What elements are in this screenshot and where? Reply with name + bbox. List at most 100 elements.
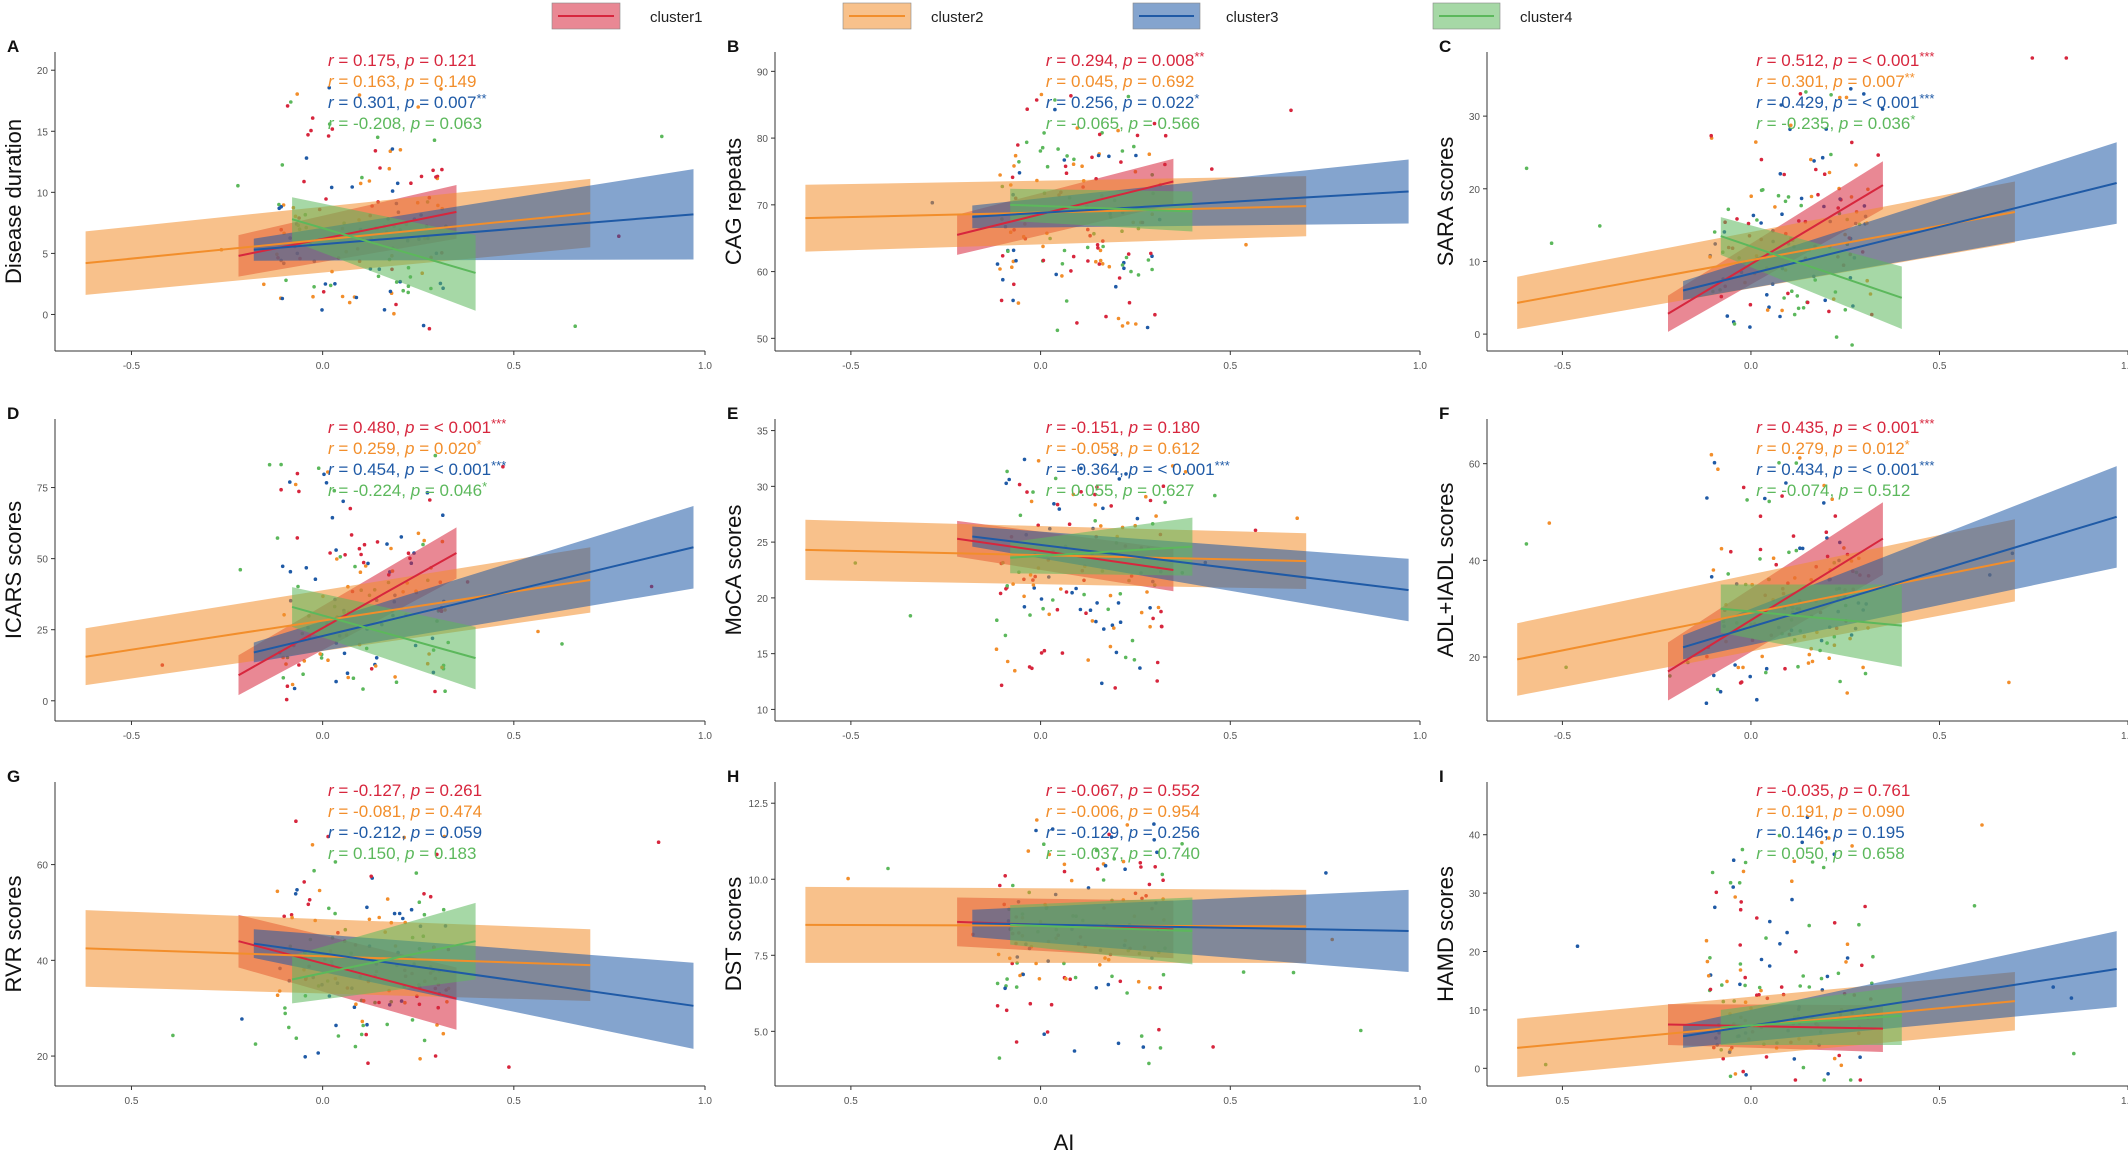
stat-text: r [1046,823,1053,842]
y-tick-label: 30 [757,482,769,493]
scatter-point [318,652,323,656]
p-value: < 0.001 [1862,418,1919,437]
scatter-point [309,128,313,133]
scatter-point [401,916,405,921]
x-tick-label: 1.0 [698,1096,712,1107]
scatter-point [1042,1032,1046,1036]
fit-line-cluster4 [1010,203,1193,213]
y-tick-label: 0 [42,697,48,708]
stat-text: = [1052,802,1071,821]
r-value: -0.006 [1071,802,1119,821]
scatter-point [1042,842,1046,846]
scatter-point [1786,291,1790,296]
y-axis-label: HAMD scores [1433,866,1458,1002]
scatter-point [1079,490,1083,494]
scatter-point [1819,976,1824,981]
scatter-point [1147,152,1152,156]
p-value: 0.022 [1152,93,1195,112]
scatter-point [306,902,311,907]
scatter-point [1801,974,1805,978]
scatter-point [1112,857,1116,861]
scatter-point [418,1057,422,1061]
scatter-point [1714,890,1719,895]
fit-line-cluster4 [1720,1014,1902,1029]
scatter-point [1738,962,1743,966]
stat-text: = [1052,72,1071,91]
scatter-point [1093,492,1097,497]
scatter-point [1785,930,1789,935]
scatter-point [416,105,421,109]
panel-D: D ICARS scores -0.5 0.0 0.5 1.0 0 25 50 75 r = 0.4… [1,404,712,742]
r-value: 0.146 [1781,823,1824,842]
stat-text: = [415,844,434,863]
scatter-point [1524,542,1529,546]
y-tick-label: 30 [1469,112,1481,123]
y-tick-label: 40 [1469,831,1481,842]
fit-line-cluster4 [1010,545,1193,559]
stat-annotation-cluster3: r = 0.301, p = 0.007** [328,91,487,112]
scatter-point [1069,269,1073,273]
scatter-point [1749,194,1753,198]
scatter-point [310,116,315,120]
stat-text: r [1046,418,1053,437]
scatter-point [1100,262,1105,266]
scatter-point [354,1002,358,1006]
scatter-point [1713,905,1717,910]
scatter-point [1849,87,1853,91]
scatter-point [1708,987,1713,992]
scatter-point [295,536,300,540]
scatter-point [433,1054,438,1058]
scatter-point [341,499,346,504]
stat-text: = [334,844,353,863]
scatter-point [346,675,351,680]
scatter-point [1147,1061,1151,1066]
scatter-point [1063,164,1068,169]
scatter-point [378,166,382,170]
fit-line-cluster3 [972,190,1409,218]
y-tick-label: 10 [1469,1006,1481,1017]
scatter-point [1790,897,1794,902]
scatter-point [1777,833,1782,838]
scatter-point [432,138,437,142]
scatter-point [295,888,299,892]
scatter-point [1120,263,1125,267]
scatter-point [1018,973,1022,978]
stat-annotation-cluster1: r = -0.035, p = 0.761 [1756,781,1910,800]
scatter-point [1004,1008,1009,1013]
scatter-point [373,149,378,153]
p-value: 0.183 [434,844,477,863]
scatter-point [1972,904,1977,908]
x-tick-label: 0.5 [125,1096,139,1107]
scatter-point [1123,867,1127,871]
scatter-point [1064,976,1068,981]
scatter-point [1832,1056,1837,1061]
scatter-point [349,533,354,537]
scatter-point [1016,301,1021,305]
scatter-point [1871,954,1875,959]
scatter-point [1037,977,1042,981]
y-tick-label: 90 [757,67,769,78]
scatter-point [1806,661,1811,665]
scatter-point [238,567,243,572]
r-value: 0.259 [353,439,396,458]
scatter-point [1118,592,1123,596]
scatter-point [1116,316,1121,321]
r-value: -0.235 [1781,114,1829,133]
r-value: 0.163 [353,72,396,91]
scatter-point [1163,500,1167,505]
scatter-point [304,156,309,160]
scatter-point [1029,499,1034,504]
scatter-point [334,548,338,552]
scatter-point [377,915,382,920]
r-value: -0.127 [353,781,401,800]
stat-text: = [1052,844,1071,863]
scatter-point [1109,835,1114,839]
scatter-point [1782,296,1786,300]
scatter-point [1825,974,1830,979]
scatter-point [1845,691,1849,695]
scatter-point [1549,241,1554,245]
scatter-point [1794,461,1799,465]
panel-letter: B [727,37,739,56]
scatter-point [1011,298,1015,303]
scatter-point [1025,107,1029,111]
